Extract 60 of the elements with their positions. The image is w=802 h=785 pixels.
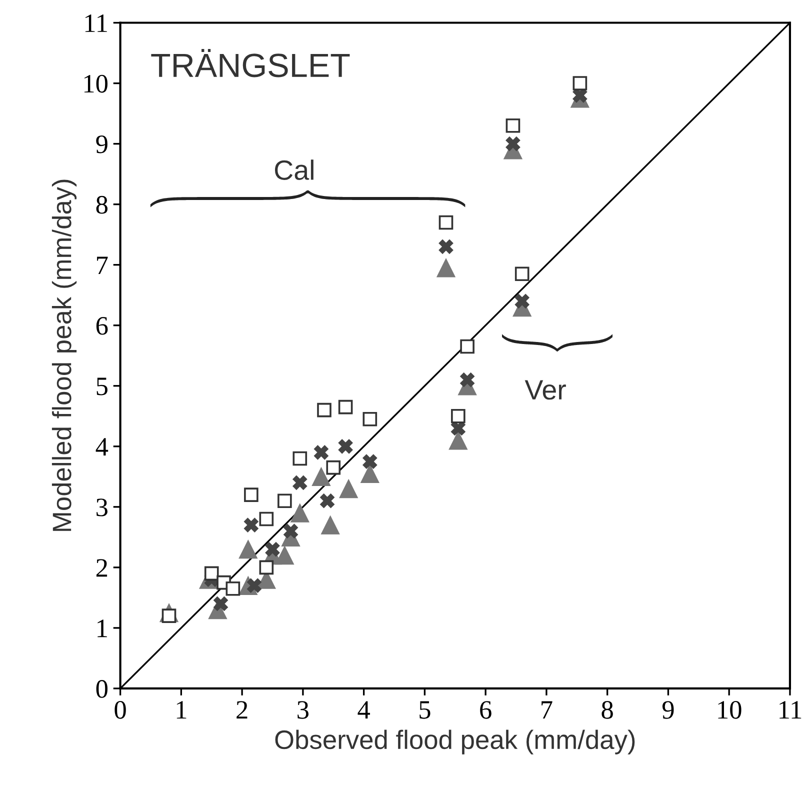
y-tick-label: 7 [97, 256, 108, 274]
point [338, 400, 353, 414]
y-axis-title: Modelled flood peak (mm/day) [52, 180, 77, 531]
point [438, 239, 454, 254]
y-tick-label: 2 [96, 559, 108, 577]
point [514, 294, 530, 308]
x-tick-label: 5 [420, 701, 430, 719]
x-axis-title: Observed flood peak (mm/day) [275, 730, 635, 754]
x-tick-label: 6 [480, 701, 492, 719]
point [259, 560, 274, 575]
y-tick-label: 0 [96, 680, 108, 698]
x-tick-label: 7 [542, 701, 552, 719]
point [259, 512, 274, 526]
point [265, 542, 280, 557]
point [338, 439, 353, 454]
y-tick-label: 5 [96, 378, 108, 396]
point [226, 581, 240, 596]
annotation: Ver [524, 380, 566, 400]
y-tick-label: 11 [85, 14, 107, 32]
point [314, 445, 328, 460]
point [460, 372, 475, 388]
point [448, 430, 468, 450]
y-tick-label: 6 [96, 317, 108, 335]
point [290, 504, 310, 522]
point [320, 494, 335, 508]
x-tick-label: 10 [718, 701, 742, 719]
point [312, 467, 331, 486]
x-tick-label: 11 [780, 701, 802, 719]
point [360, 464, 380, 483]
point [292, 451, 308, 466]
point [320, 516, 340, 534]
point [506, 118, 520, 133]
point [436, 258, 456, 278]
x-tick-label: 8 [602, 701, 613, 719]
annotation: TRÄNGSLET [151, 48, 350, 78]
x-tick-label: 1 [176, 701, 186, 719]
y-tick-label: 10 [84, 74, 108, 93]
point [275, 546, 294, 565]
point [339, 479, 358, 498]
x-tick-label: 0 [114, 701, 126, 719]
x-tick-label: 9 [662, 701, 674, 719]
point [460, 339, 474, 354]
point [283, 524, 298, 538]
point [292, 475, 308, 490]
y-tick-label: 1 [98, 620, 107, 638]
y-tick-label: 8 [96, 196, 108, 214]
point [506, 136, 520, 152]
point [438, 215, 454, 230]
point [244, 518, 258, 532]
point [362, 454, 378, 469]
point [204, 566, 219, 581]
x-tick-label: 4 [358, 701, 370, 719]
y-tick-label: 3 [96, 498, 108, 516]
x-tick-label: 2 [236, 701, 248, 719]
x-tick-label: 3 [298, 701, 309, 719]
annotation: Cal [274, 160, 314, 180]
y-tick-label: 4 [96, 438, 108, 456]
y-tick-label: 9 [96, 135, 108, 154]
point [238, 540, 258, 559]
point [326, 460, 341, 475]
